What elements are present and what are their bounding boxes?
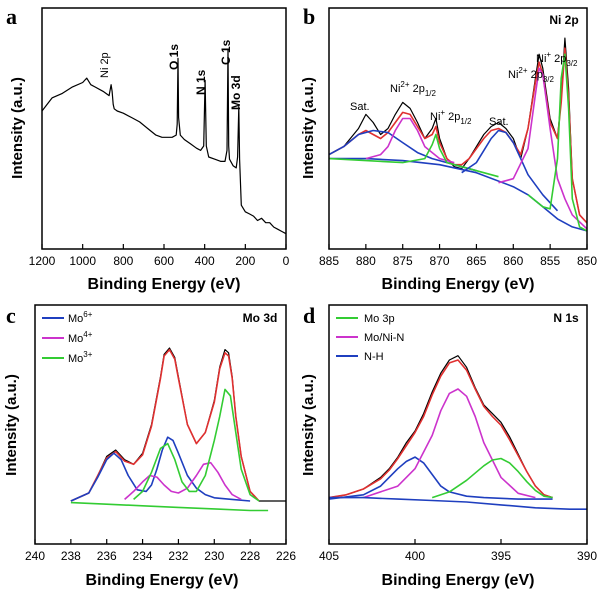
x-tick-label: 230 <box>204 549 224 563</box>
peak-label-c1s: C 1s <box>219 39 233 65</box>
x-tick-label: 240 <box>25 549 45 563</box>
x-axis-label-d: Binding Energy (eV) <box>382 572 535 589</box>
x-axis-label-a: Binding Energy (eV) <box>88 276 241 293</box>
panel-title-b: Ni 2p <box>549 13 578 27</box>
panel-a: a 1200 1000 800 600 400 200 0 Binding Energy (… <box>6 4 290 293</box>
panel-c: c 240 238 236 234 232 230 228 226 Mo 3d Binding… <box>3 303 296 589</box>
panel-label-b: b <box>303 4 315 29</box>
series-d-envelope <box>328 359 553 499</box>
x-tick-label: 395 <box>491 549 511 563</box>
plot-c <box>70 347 286 512</box>
series-b-ni2-2p1-2 <box>365 117 455 164</box>
legend-label-mo4: Mo4+ <box>68 330 93 345</box>
series-b-ni2-2p3-2 <box>498 67 588 230</box>
x-tick-label: 1000 <box>69 254 96 268</box>
series-d-baseline <box>329 496 587 511</box>
series-a-spectrum <box>41 48 287 235</box>
x-tick-label: 875 <box>393 254 413 268</box>
series-b-ni-2p1-2 <box>328 133 499 178</box>
series-b-raw <box>328 37 588 224</box>
y-axis-label-c: Intensity (a.u.) <box>3 374 20 476</box>
x-tick-label: 236 <box>97 549 117 563</box>
series-b-envelope <box>328 47 588 224</box>
x-tick-label: 390 <box>577 549 597 563</box>
x-tick-label: 0 <box>283 254 290 268</box>
panel-d: d 405 400 395 390 N 1s Binding Energy (eV) … <box>300 303 597 589</box>
x-ticks-c: 240 238 236 234 232 230 228 226 <box>25 539 296 563</box>
plot-b <box>328 37 588 232</box>
legend-label-mo3p: Mo 3p <box>364 313 395 325</box>
x-tick-label: 226 <box>276 549 296 563</box>
x-tick-label: 234 <box>133 549 153 563</box>
legend-label-nh: N-H <box>364 351 384 363</box>
series-c-mo4- <box>124 461 242 501</box>
x-tick-label: 238 <box>61 549 81 563</box>
panel-title-c: Mo 3d <box>243 311 278 325</box>
series-d-mo-ni-n <box>363 388 536 499</box>
legend-label-mo3: Mo3+ <box>68 350 93 365</box>
panel-label-a: a <box>6 4 17 29</box>
x-tick-label: 850 <box>577 254 597 268</box>
x-tick-label: 865 <box>466 254 486 268</box>
panel-label-c: c <box>6 303 16 328</box>
x-tick-label: 200 <box>235 254 255 268</box>
x-tick-label: 405 <box>319 549 339 563</box>
series-d-mo-3p <box>431 457 553 499</box>
x-tick-label: 228 <box>240 549 260 563</box>
panel-title-d: N 1s <box>553 311 579 325</box>
x-tick-label: 600 <box>154 254 174 268</box>
x-axis-label-c: Binding Energy (eV) <box>86 572 239 589</box>
x-tick-label: 880 <box>356 254 376 268</box>
x-tick-label: 870 <box>430 254 450 268</box>
series-b-sat-2 <box>461 129 559 212</box>
series-b-ni-2p3-2 <box>527 53 588 232</box>
legend-label-mo6: Mo6+ <box>68 310 93 325</box>
legend-label-moni-n: Mo/Ni-N <box>364 332 404 344</box>
x-tick-label: 885 <box>319 254 339 268</box>
series-c-baseline <box>70 501 269 512</box>
peak-label-ni2p: Ni 2p <box>99 52 111 78</box>
peak-label-sat-2: Sat. <box>489 116 509 128</box>
peak-label-o1s: O 1s <box>167 44 181 70</box>
series-c-raw <box>70 347 286 502</box>
y-axis-label-d: Intensity (a.u.) <box>300 374 317 476</box>
y-axis-label-a: Intensity (a.u.) <box>9 77 26 179</box>
x-tick-label: 860 <box>503 254 523 268</box>
x-tick-label: 400 <box>195 254 215 268</box>
plot-a-frame <box>41 7 287 250</box>
peak-label-ni2-2p32: Ni2+ 2p3/2 <box>508 66 554 84</box>
x-tick-label: 1200 <box>29 254 56 268</box>
y-axis-label-b: Intensity (a.u.) <box>300 77 317 179</box>
series-b-baseline <box>329 157 588 232</box>
series-c-mo6- <box>70 436 251 502</box>
plot-b-frame <box>328 7 588 250</box>
legend-d: Mo 3p Mo/Ni-N N-H <box>336 313 404 363</box>
x-axis-label-b: Binding Energy (eV) <box>382 276 535 293</box>
peak-label-ni2-2p12: Ni2+ 2p1/2 <box>390 80 436 98</box>
legend-c: Mo6+ Mo4+ Mo3+ <box>42 310 93 365</box>
peak-label-n1s: N 1s <box>194 69 208 95</box>
series-d-n-h <box>328 456 553 500</box>
series-c-mo3- <box>133 388 260 502</box>
panel-label-d: d <box>303 303 315 328</box>
plot-d <box>328 355 587 511</box>
x-tick-label: 855 <box>540 254 560 268</box>
x-ticks-d: 405 400 395 390 <box>319 539 597 563</box>
series-c-envelope <box>70 348 260 502</box>
plot-c-frame <box>34 304 287 545</box>
x-tick-label: 800 <box>113 254 133 268</box>
plot-d-frame <box>328 304 588 545</box>
x-ticks-a: 1200 1000 800 600 400 200 0 <box>29 244 290 268</box>
peak-label-mo3d: Mo 3d <box>229 75 243 110</box>
panel-b: b 885 880 875 870 865 860 855 850 Ni 2p Binding… <box>300 4 597 293</box>
x-ticks-b: 885 880 875 870 865 860 855 850 <box>319 244 597 268</box>
plot-a <box>41 48 287 235</box>
x-tick-label: 400 <box>405 549 425 563</box>
peak-label-sat-1: Sat. <box>350 101 370 113</box>
x-tick-label: 232 <box>168 549 188 563</box>
